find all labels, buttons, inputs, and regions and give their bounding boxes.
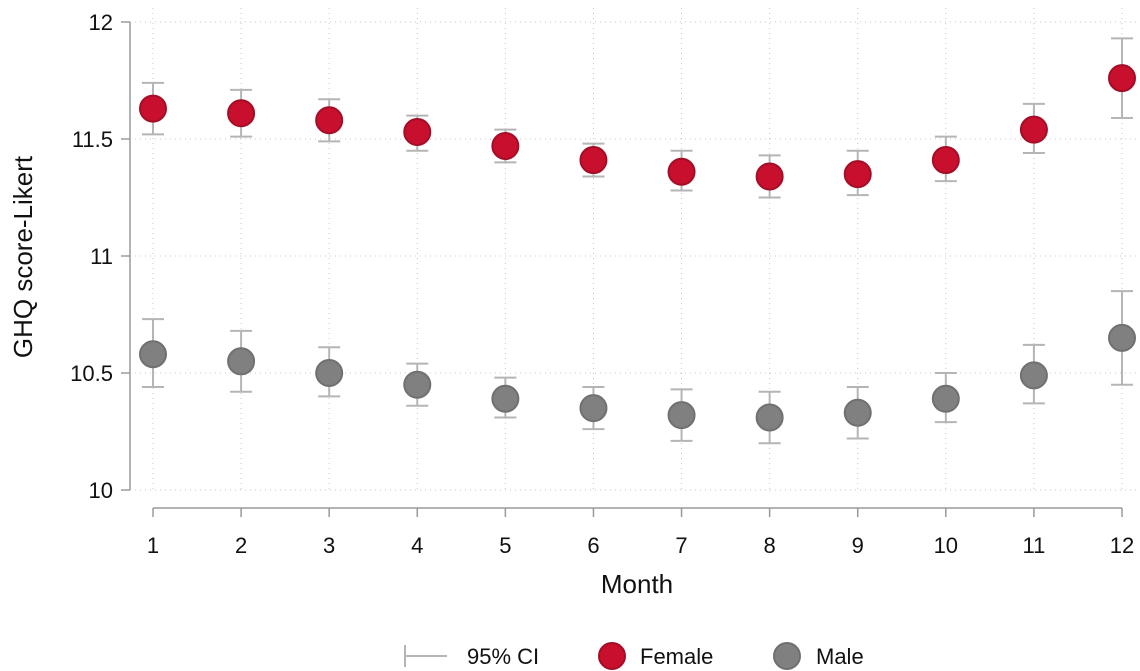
- x-tick-label: 10: [934, 533, 958, 558]
- x-tick-label: 7: [675, 533, 687, 558]
- point-male: [843, 398, 872, 427]
- legend-female-label: Female: [640, 644, 713, 669]
- point-male: [1108, 323, 1136, 352]
- point-male: [491, 384, 520, 413]
- x-tick-label: 2: [235, 533, 247, 558]
- x-tick-label: 4: [411, 533, 423, 558]
- y-tick-label: 12: [89, 10, 113, 35]
- legend-male-label: Male: [816, 644, 864, 669]
- point-male: [931, 384, 960, 413]
- y-axis-title: GHQ score-Likert: [8, 155, 38, 358]
- x-tick-label: 6: [587, 533, 599, 558]
- legend-male-marker: [773, 642, 801, 670]
- gridlines: [130, 8, 1140, 491]
- point-male: [579, 394, 608, 423]
- x-tick-label: 5: [499, 533, 511, 558]
- x-axis-title: Month: [601, 569, 673, 599]
- error-bars: [142, 37, 1133, 445]
- point-female: [843, 160, 872, 189]
- legend-ci-label: 95% CI: [467, 644, 539, 669]
- legend-ci-symbol: [404, 645, 447, 667]
- point-female: [1019, 115, 1048, 144]
- x-tick-label: 11: [1022, 533, 1045, 558]
- point-male: [667, 401, 696, 430]
- point-male: [139, 340, 167, 369]
- point-female: [315, 106, 344, 135]
- point-female: [755, 162, 784, 191]
- point-male: [403, 370, 432, 399]
- x-tick-label: 1: [147, 533, 159, 558]
- point-female: [1108, 64, 1136, 93]
- x-tick-label: 9: [852, 533, 864, 558]
- point-female: [579, 146, 608, 175]
- x-ticks: 1 2 3 4 5 6 7 8 9 10 11 12: [147, 508, 1134, 558]
- y-ticks: 10 10.5 11 11.5 12: [70, 10, 130, 503]
- point-male: [755, 403, 784, 432]
- legend: 95% CI Female Male: [404, 642, 864, 670]
- point-male: [227, 347, 256, 376]
- y-tick-label: 11: [90, 244, 113, 269]
- y-tick-label: 11.5: [72, 127, 113, 152]
- y-tick-label: 10: [89, 478, 113, 503]
- point-female: [667, 157, 696, 186]
- point-male: [315, 359, 344, 387]
- point-female: [139, 94, 167, 123]
- point-male: [1019, 361, 1048, 390]
- axes: [129, 22, 1122, 509]
- point-female: [491, 132, 520, 161]
- legend-female-marker: [598, 642, 626, 670]
- data-points: [139, 64, 1136, 432]
- y-tick-label: 10.5: [70, 361, 113, 386]
- x-tick-label: 3: [323, 533, 335, 558]
- point-female: [227, 99, 256, 128]
- x-tick-label: 8: [764, 533, 776, 558]
- x-tick-label: 12: [1110, 533, 1134, 558]
- point-female: [403, 117, 432, 146]
- point-female: [931, 146, 960, 175]
